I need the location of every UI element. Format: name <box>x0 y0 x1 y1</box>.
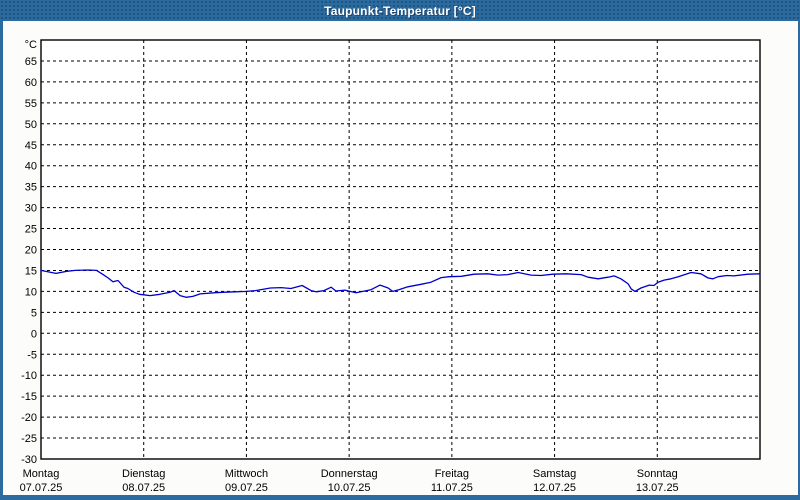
y-tick-label: -15 <box>21 391 37 403</box>
y-tick-label: -5 <box>27 349 37 361</box>
dewpoint-series-line <box>40 269 761 298</box>
y-tick-label: 50 <box>25 119 37 131</box>
day-label: Sonntag <box>637 468 678 480</box>
day-label: Montag <box>23 468 60 480</box>
date-label: 13.07.25 <box>636 482 679 494</box>
plot-border <box>40 39 761 460</box>
plot-area <box>41 40 760 459</box>
date-label: 10.07.25 <box>328 482 371 494</box>
window-border-left <box>0 21 3 500</box>
date-label: 08.07.25 <box>122 482 165 494</box>
date-label: 09.07.25 <box>225 482 268 494</box>
day-label: Dienstag <box>122 468 165 480</box>
y-tick-label: -10 <box>21 370 37 382</box>
window-border-bottom <box>0 495 800 500</box>
y-tick-label: 35 <box>25 182 37 194</box>
y-tick-label: 25 <box>25 224 37 236</box>
y-axis-unit-label: °C <box>25 39 37 51</box>
day-label: Samstag <box>533 468 576 480</box>
day-label: Freitag <box>435 468 469 480</box>
y-tick-label: 55 <box>25 98 37 110</box>
y-tick-label: 65 <box>25 56 37 68</box>
date-label: 07.07.25 <box>20 482 63 494</box>
window-border-right <box>798 21 800 500</box>
y-tick-label: 15 <box>25 265 37 277</box>
y-tick-label: 5 <box>31 307 37 319</box>
y-tick-label: 30 <box>25 203 37 215</box>
y-tick-label: 40 <box>25 161 37 173</box>
day-label: Mittwoch <box>225 468 268 480</box>
y-tick-label: -25 <box>21 433 37 445</box>
y-tick-label: 10 <box>25 286 37 298</box>
y-tick-label: -30 <box>21 454 37 466</box>
date-label: 12.07.25 <box>533 482 576 494</box>
y-tick-label: 45 <box>25 140 37 152</box>
y-tick-label: -20 <box>21 412 37 424</box>
window-title: Taupunkt-Temperatur [°C] <box>324 3 476 18</box>
y-tick-label: 0 <box>31 328 37 340</box>
title-bar: Taupunkt-Temperatur [°C] <box>0 0 800 21</box>
date-label: 11.07.25 <box>431 482 473 494</box>
y-tick-label: 20 <box>25 245 37 257</box>
day-label: Donnerstag <box>321 468 378 480</box>
y-tick-label: 60 <box>25 77 37 89</box>
